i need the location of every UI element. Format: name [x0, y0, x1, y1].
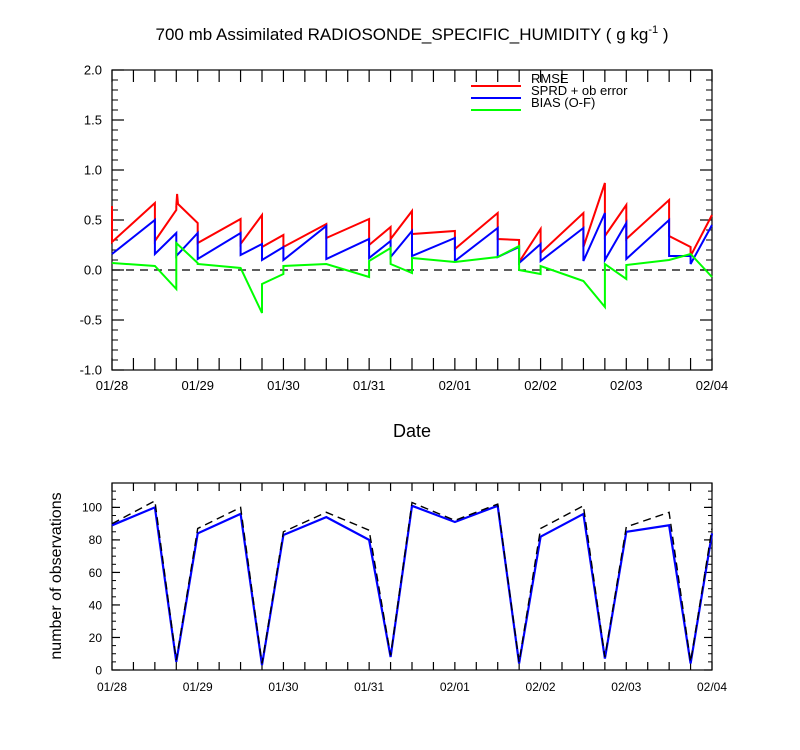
- bottom-x-tick-label: 01/31: [354, 680, 384, 694]
- top-y-tick-label: -1.0: [80, 363, 102, 378]
- top-chart: 700 mb Assimilated RADIOSONDE_SPECIFIC_H…: [80, 24, 729, 441]
- bottom-y-tick-label: 100: [82, 501, 102, 515]
- y-axis-label: number of observations: [48, 492, 65, 659]
- top-x-tick-label: 02/02: [524, 378, 557, 393]
- chart-title: 700 mb Assimilated RADIOSONDE_SPECIFIC_H…: [156, 24, 669, 44]
- bottom-x-tick-label: 02/01: [440, 680, 470, 694]
- top-y-tick-label: 0.0: [84, 263, 102, 278]
- top-x-tick-label: 01/29: [181, 378, 214, 393]
- top-y-tick-label: 0.5: [84, 213, 102, 228]
- legend-label-rmse: RMSE: [531, 71, 569, 86]
- bottom-y-tick-label: 80: [89, 533, 103, 547]
- observations-line: [111, 504, 714, 666]
- series-line-bias-o-f: [111, 240, 713, 314]
- top-x-tick-label: 01/31: [353, 378, 386, 393]
- top-x-tick-label: 02/04: [696, 378, 729, 393]
- bottom-x-tick-label: 02/04: [697, 680, 727, 694]
- top-x-tick-label: 02/03: [610, 378, 643, 393]
- top-plot-area: 01/28 01/29 01/30 01/31 02/01 02/02 02/03 02/04…: [80, 63, 729, 393]
- top-x-tick-label: 02/01: [439, 378, 472, 393]
- bottom-y-tick-label: 40: [89, 598, 103, 612]
- bottom-chart: 01/28 01/29 01/30 01/31 02/01 02/02 02/03 02/04…: [48, 482, 727, 694]
- series-line-rmse: [111, 200, 178, 245]
- legend-label-bias-o-f: BIAS (O-F): [531, 95, 595, 110]
- observations-line-dashed: [111, 499, 713, 664]
- series-line-rmse: [175, 182, 713, 266]
- bottom-x-tick-label: 01/28: [97, 680, 127, 694]
- top-x-tick-label: 01/28: [96, 378, 129, 393]
- series-line-sprd-ob-error: [111, 212, 713, 266]
- x-axis-label: Date: [393, 421, 431, 441]
- top-y-tick-label: 2.0: [84, 63, 102, 78]
- bottom-y-tick-label: 20: [89, 631, 103, 645]
- bottom-y-tick-label: 0: [95, 663, 102, 677]
- bottom-x-tick-label: 01/30: [268, 680, 298, 694]
- bottom-plot-area: 01/28 01/29 01/30 01/31 02/01 02/02 02/03 02/04…: [82, 482, 727, 694]
- top-y-tick-label: 1.0: [84, 163, 102, 178]
- legend-label-sprd-ob-error: SPRD + ob error: [531, 83, 628, 98]
- bottom-x-tick-label: 01/29: [183, 680, 213, 694]
- top-y-tick-label: -0.5: [80, 313, 102, 328]
- top-x-tick-label: 01/30: [267, 378, 300, 393]
- bottom-x-tick-label: 02/03: [611, 680, 641, 694]
- bottom-y-tick-label: 60: [89, 566, 103, 580]
- bottom-x-tick-label: 02/02: [526, 680, 556, 694]
- top-y-tick-label: 1.5: [84, 113, 102, 128]
